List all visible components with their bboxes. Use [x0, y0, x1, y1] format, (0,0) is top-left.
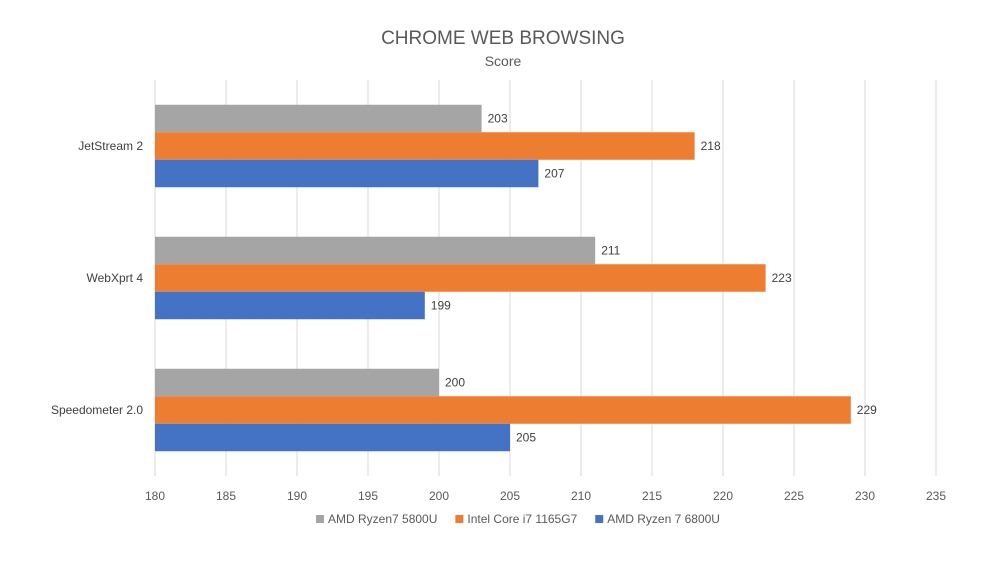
x-axis: 180 185 190 195 200 205 210 215 220 225 230 235	[145, 489, 946, 503]
chart-title: CHROME WEB BROWSING	[381, 28, 625, 49]
chart-subtitle: Score	[485, 53, 522, 69]
data-label: 211	[601, 244, 620, 258]
x-tick-label: 230	[855, 489, 875, 503]
x-tick-label: 235	[926, 489, 946, 503]
data-label: 207	[544, 167, 564, 181]
data-label: 200	[445, 376, 465, 390]
bar	[155, 159, 539, 188]
bar	[155, 104, 482, 133]
bar	[155, 291, 425, 320]
category-label: JetStream 2	[78, 139, 143, 153]
x-tick-label: 225	[784, 489, 804, 503]
data-label: 205	[516, 431, 536, 445]
x-tick-label: 205	[500, 489, 520, 503]
category-label: Speedometer 2.0	[51, 403, 143, 417]
x-tick-label: 185	[216, 489, 236, 503]
bar	[155, 264, 766, 292]
x-tick-label: 210	[571, 489, 591, 503]
legend: AMD Ryzen7 5800U Intel Core i7 1165G7 AMD …	[316, 512, 720, 526]
x-tick-label: 200	[429, 489, 449, 503]
bar	[155, 236, 596, 265]
data-label: 203	[488, 112, 508, 126]
x-tick-label: 220	[713, 489, 733, 503]
data-label: 223	[772, 271, 792, 285]
bar	[155, 368, 439, 397]
legend-swatch	[595, 515, 604, 523]
bar	[155, 132, 695, 160]
bars: 203 218 207 211 223 199 200 229 205	[155, 104, 877, 452]
x-tick-label: 180	[145, 489, 165, 503]
legend-swatch	[316, 515, 324, 523]
category-label: WebXprt 4	[87, 271, 144, 285]
x-tick-label: 190	[287, 489, 307, 503]
data-label: 229	[857, 403, 877, 417]
x-tick-label: 195	[358, 489, 378, 503]
legend-label: Intel Core i7 1165G7	[467, 512, 577, 526]
y-axis: JetStream 2 WebXprt 4 Speedometer 2.0	[51, 139, 143, 417]
legend-label: AMD Ryzen 7 6800U	[607, 512, 720, 526]
bar	[155, 396, 851, 424]
data-label: 218	[701, 139, 721, 153]
legend-swatch	[455, 515, 464, 523]
data-label: 199	[431, 299, 451, 313]
legend-label: AMD Ryzen7 5800U	[328, 512, 437, 526]
x-tick-label: 215	[642, 489, 662, 503]
bar	[155, 423, 510, 452]
